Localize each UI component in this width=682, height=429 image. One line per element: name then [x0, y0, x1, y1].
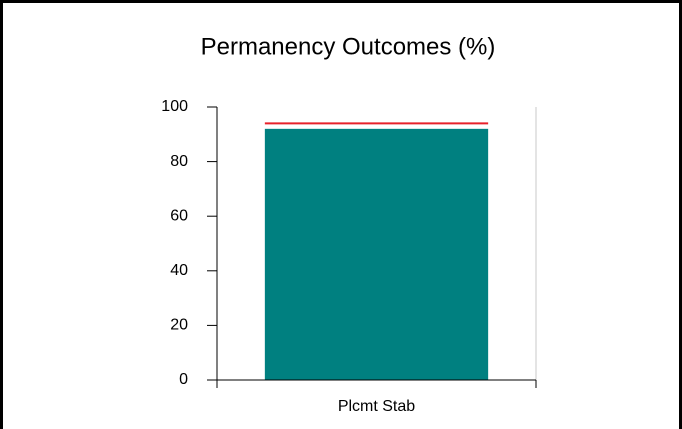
chart-title: Permanency Outcomes (%): [201, 33, 496, 60]
y-tick-label: 80: [170, 153, 188, 170]
y-tick-label: 0: [179, 371, 188, 388]
bar: [264, 128, 489, 380]
x-tick-label: Plcmt Stab: [338, 398, 415, 415]
frame-top: [0, 0, 682, 3]
y-tick-label: 40: [170, 262, 188, 279]
frame-right: [679, 0, 682, 429]
y-tick-label: 100: [161, 98, 188, 115]
y-tick-label: 60: [170, 207, 188, 224]
frame-left: [0, 0, 3, 429]
y-tick-label: 20: [170, 317, 188, 334]
